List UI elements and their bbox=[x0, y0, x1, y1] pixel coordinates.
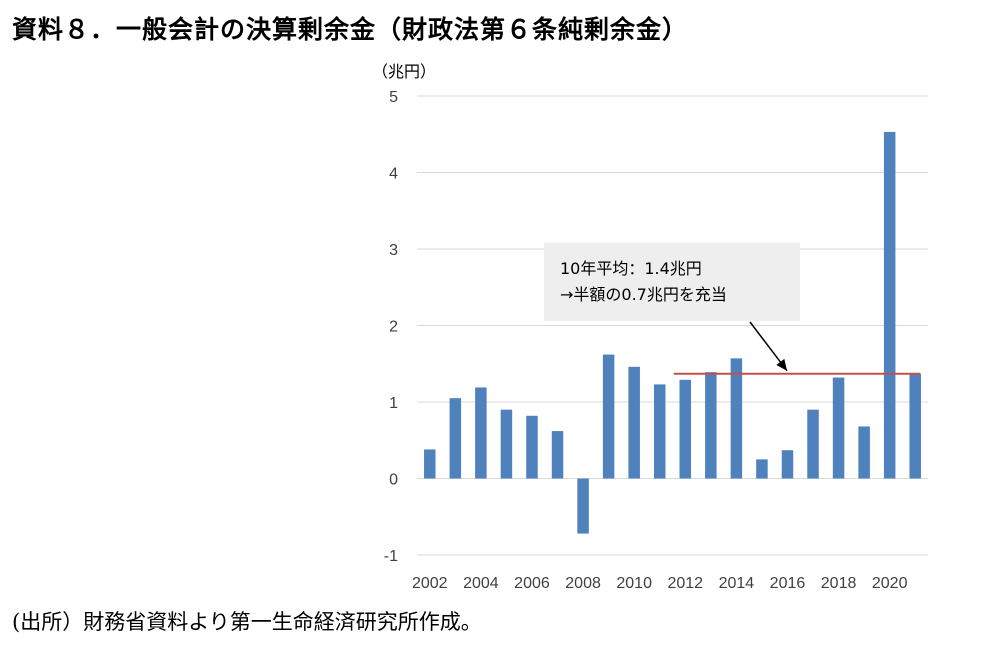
bar bbox=[679, 379, 692, 479]
bar bbox=[730, 358, 743, 479]
bar bbox=[832, 377, 845, 479]
x-tick-label: 2002 bbox=[412, 575, 448, 592]
bar bbox=[756, 459, 768, 479]
bars bbox=[424, 131, 921, 534]
bar-chart: 5 4 3 2 1 0 -1 2002 2004 2006 2008 2010 2012 2014 201… bbox=[372, 62, 928, 592]
annotation-text-line-1: 10年平均：1.4兆円 bbox=[560, 259, 702, 278]
annotation-box bbox=[544, 243, 800, 321]
x-tick-label: 2020 bbox=[872, 575, 908, 592]
x-tick-label: 2010 bbox=[616, 575, 652, 592]
bar bbox=[526, 415, 538, 479]
x-tick-label: 2014 bbox=[719, 575, 755, 592]
bar bbox=[500, 409, 513, 479]
bar bbox=[705, 372, 717, 479]
x-tick-label: 2016 bbox=[770, 575, 806, 592]
y-tick-label: -1 bbox=[384, 548, 398, 565]
grid-lines bbox=[417, 95, 928, 556]
y-tick-label: 0 bbox=[389, 472, 398, 489]
bar bbox=[602, 354, 615, 479]
bar bbox=[909, 373, 921, 479]
y-tick-label: 3 bbox=[389, 242, 398, 259]
bar bbox=[449, 398, 462, 479]
annotation-text-line-2: →半額の0.7兆円を充当 bbox=[560, 285, 727, 304]
bar bbox=[475, 387, 487, 479]
source-note: (出所）財務省資料より第一生命経済研究所作成。 bbox=[12, 610, 482, 634]
y-tick-label: 4 bbox=[389, 166, 398, 183]
bar bbox=[653, 384, 666, 479]
x-tick-label: 2018 bbox=[821, 575, 857, 592]
y-tick-label: 5 bbox=[389, 89, 398, 106]
x-tick-label: 2008 bbox=[565, 575, 601, 592]
bar bbox=[424, 449, 436, 479]
annotation-arrow-head bbox=[776, 358, 787, 371]
bar bbox=[858, 426, 870, 479]
x-tick-label: 2006 bbox=[514, 575, 550, 592]
y-axis-unit-label: （兆円） bbox=[372, 62, 436, 81]
y-tick-label: 1 bbox=[389, 395, 398, 412]
bar bbox=[551, 431, 564, 479]
bar bbox=[628, 366, 640, 479]
x-tick-label: 2004 bbox=[463, 575, 499, 592]
x-tick-labels: 2002 2004 2006 2008 2010 2012 2014 2016 2018 2020 bbox=[412, 575, 908, 592]
bar bbox=[807, 409, 819, 479]
bar bbox=[577, 478, 589, 534]
bar bbox=[883, 131, 896, 479]
x-tick-label: 2012 bbox=[667, 575, 703, 592]
page-title: 資料８．一般会計の決算剰余金（財政法第６条純剰余金） bbox=[12, 15, 689, 44]
y-tick-labels: 5 4 3 2 1 0 -1 bbox=[384, 89, 398, 565]
y-tick-label: 2 bbox=[389, 319, 398, 336]
bar bbox=[781, 450, 794, 479]
